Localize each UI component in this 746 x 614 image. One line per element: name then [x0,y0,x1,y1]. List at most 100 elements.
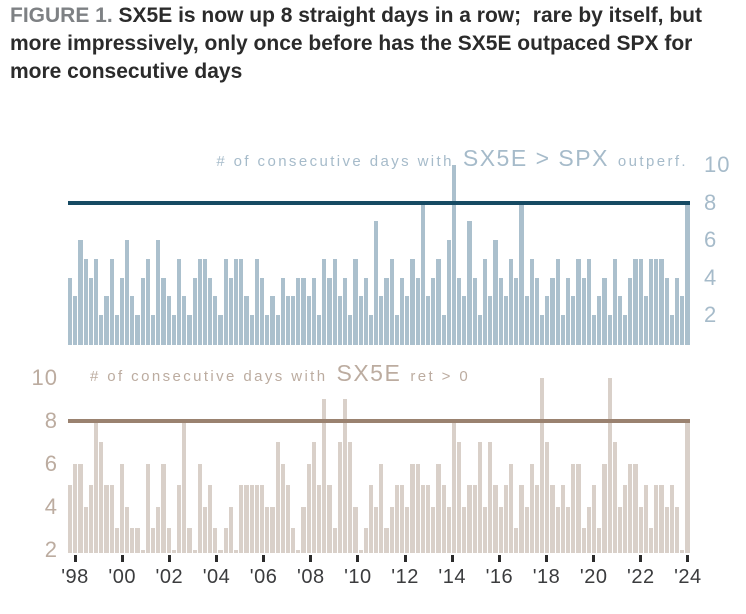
bar [68,485,73,553]
bar [192,277,197,345]
bar [420,202,425,345]
bar [135,315,140,345]
bar [99,315,104,345]
bar [649,528,654,553]
chart-title-top: # of consecutive days with SX5E > SPX ou… [216,145,688,172]
x-tick-mark [450,555,454,562]
bar [182,420,187,553]
bar [104,485,109,553]
bar [151,315,156,345]
bar [566,277,571,345]
bar [161,277,166,345]
bar [135,528,140,553]
bar [410,258,415,345]
bar [643,485,648,553]
bar [368,315,374,345]
bar [420,485,425,553]
bar [425,485,431,553]
bar [586,258,591,345]
bar [254,258,259,345]
bar [311,442,316,553]
bar [576,258,581,345]
bar [643,296,648,345]
bar [156,506,161,553]
x-tick-mark [497,555,501,562]
chart-title-top-suffix: outperf. [617,153,688,170]
bar [576,463,581,553]
x-tick-mark [120,555,124,562]
bar [254,485,259,553]
bar [628,463,633,553]
bar [498,277,503,345]
y-tick-label: 4 [44,493,58,519]
bar [638,258,643,345]
bar [285,485,291,553]
bar [467,221,472,345]
bar [265,315,270,345]
bar [363,277,368,345]
bar [664,506,669,553]
bar [560,485,565,553]
bar [508,463,514,553]
x-tick-label: '16 [485,566,514,588]
chart-title-bottom-prefix: # of consecutive days with [90,368,328,385]
bar [566,506,571,553]
bar [270,506,275,553]
bar [400,277,405,345]
bar [130,296,135,345]
bar [125,506,130,553]
threshold-line-8-top [68,200,690,205]
bar [327,277,332,345]
bar [514,528,519,553]
bar [674,506,680,553]
bar [208,485,213,553]
bar [171,549,176,553]
bar [550,277,555,345]
x-tick-label: '10 [344,566,372,588]
bar [519,202,524,345]
bar [534,277,540,345]
bar [467,485,472,553]
bar [327,485,332,553]
x-tick-label: '20 [579,566,608,588]
bar [342,277,348,345]
y-tick-label: 8 [704,189,718,215]
bar [654,258,659,345]
bar [591,485,597,553]
bar [374,221,379,345]
bar [612,442,617,553]
bar [259,485,265,553]
bar [213,296,218,345]
x-tick-mark [167,555,171,562]
x-tick-label: '12 [391,566,419,588]
bar [228,506,233,553]
bar [234,258,239,345]
bar [617,506,623,553]
x-tick-label: '14 [438,566,466,588]
bar [213,528,218,553]
bar [571,296,576,345]
bar [457,277,462,345]
y-tick-label: 6 [44,450,58,476]
bar [374,506,379,553]
bar [88,485,93,553]
bar [78,463,83,553]
bar [244,296,249,345]
bar [379,296,384,345]
x-tick-mark [592,555,596,562]
bar [384,277,389,345]
bar [322,258,327,345]
x-tick-mark [639,555,643,562]
y-tick-label: 10 [704,152,731,177]
bar [83,506,88,553]
bar [472,277,477,345]
bar [306,463,311,553]
bar [508,258,514,345]
bar [140,277,145,345]
bar [524,506,529,553]
bar [602,463,607,553]
x-tick-label: '04 [202,566,231,588]
bar [462,506,467,553]
figure-label: FIGURE 1. [10,4,113,27]
